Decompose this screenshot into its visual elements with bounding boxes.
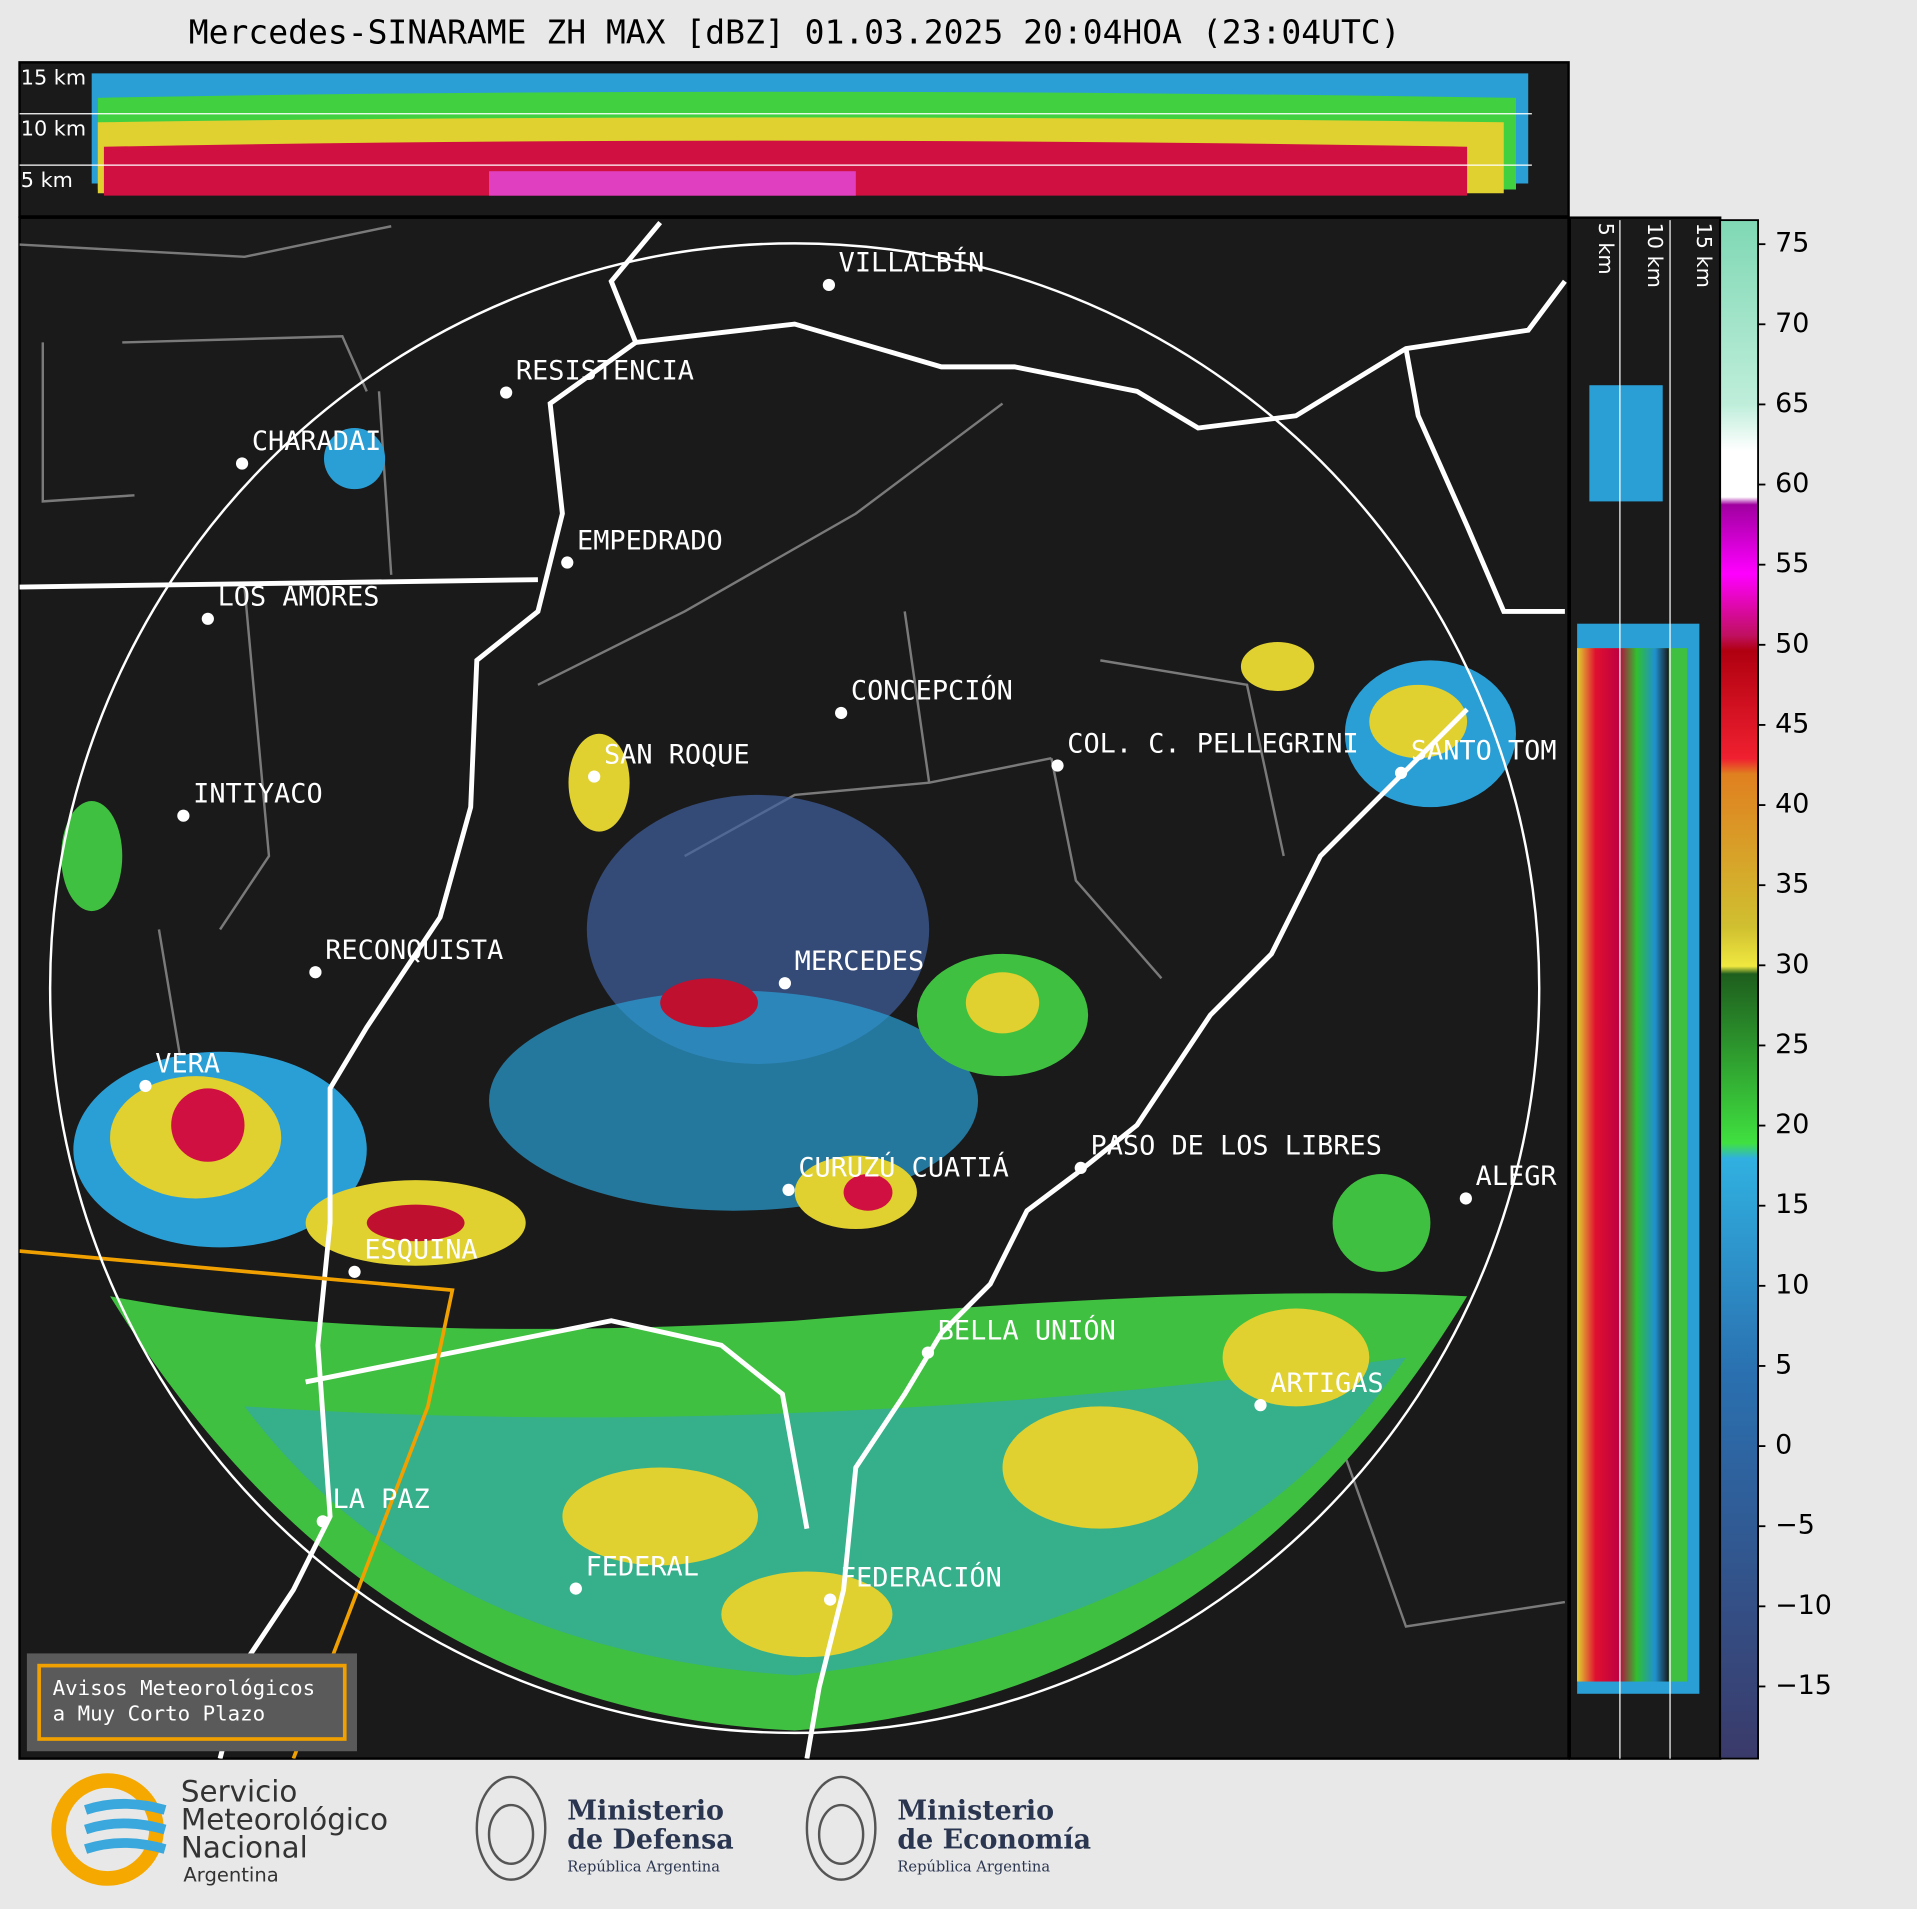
place-label: FEDERAL bbox=[586, 1551, 699, 1582]
colorbar-tick-label: 45 bbox=[1775, 708, 1809, 739]
place-marker bbox=[1459, 1192, 1472, 1205]
colorbar-tick-label: 70 bbox=[1775, 308, 1809, 339]
colorbar-tick-label: 15 bbox=[1775, 1189, 1809, 1220]
place-marker bbox=[235, 457, 249, 470]
radar-echo bbox=[61, 428, 1516, 1731]
colorbar-tick-label: 60 bbox=[1775, 468, 1809, 499]
logo-text: de Economía bbox=[897, 1825, 1091, 1856]
place-marker bbox=[309, 966, 322, 979]
place-marker bbox=[569, 1582, 582, 1595]
colorbar-tick-label: 50 bbox=[1775, 628, 1809, 659]
defensa-emblem bbox=[475, 1775, 547, 1881]
place-marker bbox=[1051, 759, 1064, 772]
place-marker bbox=[921, 1346, 935, 1359]
place-label: SANTO TOM bbox=[1411, 736, 1557, 767]
colorbar-tick-label: 0 bbox=[1775, 1430, 1792, 1461]
place-label: SAN ROQUE bbox=[604, 739, 750, 770]
place-marker bbox=[561, 556, 574, 569]
height-label: 10 km bbox=[21, 117, 86, 141]
place-label: RESISTENCIA bbox=[516, 355, 694, 386]
colorbar-tick-label: −5 bbox=[1775, 1510, 1815, 1541]
economia-emblem bbox=[805, 1775, 877, 1881]
colorbar-tick-label: 5 bbox=[1775, 1349, 1792, 1380]
place-label: EMPEDRADO bbox=[577, 525, 723, 556]
logo-text: República Argentina bbox=[567, 1858, 720, 1875]
colorbar bbox=[1719, 219, 1759, 1760]
colorbar-tick-label: 20 bbox=[1775, 1109, 1809, 1140]
place-marker bbox=[500, 386, 513, 399]
top-profile-echo bbox=[91, 73, 1529, 196]
warning-box bbox=[26, 1653, 357, 1752]
place-marker bbox=[1254, 1399, 1267, 1412]
place-label: CONCEPCIÓN bbox=[851, 675, 1013, 707]
place-marker bbox=[1074, 1161, 1087, 1175]
height-label: 10 km bbox=[1643, 223, 1667, 288]
logo-text: Ministerio bbox=[897, 1795, 1054, 1826]
height-label: 15 km bbox=[1692, 223, 1716, 288]
place-label: INTIYACO bbox=[193, 778, 323, 809]
place-marker bbox=[822, 278, 836, 292]
logo-text: Servicio bbox=[181, 1774, 297, 1808]
colorbar-tick-label: −15 bbox=[1775, 1670, 1832, 1701]
colorbar-tick-label: 40 bbox=[1775, 789, 1809, 820]
logo-text: de Defensa bbox=[567, 1825, 733, 1856]
radar-range-ring bbox=[48, 242, 1541, 1735]
colorbar-tick-label: 55 bbox=[1775, 548, 1809, 579]
place-marker bbox=[782, 1183, 795, 1197]
place-label: CHARADAI bbox=[252, 426, 382, 457]
place-marker bbox=[139, 1079, 152, 1093]
logo-text: Argentina bbox=[183, 1863, 278, 1886]
colorbar-tick-label: −10 bbox=[1775, 1590, 1832, 1621]
logo-text: Ministerio bbox=[567, 1795, 724, 1826]
place-marker bbox=[177, 809, 190, 822]
place-marker bbox=[824, 1593, 837, 1606]
warning-area bbox=[19, 1249, 455, 1759]
place-label: CURUZÚ CUATIÁ bbox=[798, 1152, 1008, 1184]
height-label: 15 km bbox=[21, 65, 86, 89]
logo-text: Nacional bbox=[181, 1831, 308, 1865]
colorbar-tick-label: 75 bbox=[1775, 228, 1809, 259]
colorbar-tick-label: 30 bbox=[1775, 949, 1809, 980]
place-label: COL. C. PELLEGRINI bbox=[1067, 728, 1358, 759]
place-label: ALEGR bbox=[1476, 1161, 1558, 1192]
place-marker bbox=[1394, 766, 1408, 780]
warning-text: Avisos Meteorológicos bbox=[53, 1676, 316, 1700]
place-label: MERCEDES bbox=[795, 946, 925, 977]
place-label: LOS AMORES bbox=[218, 582, 380, 613]
warning-box-frame bbox=[37, 1663, 347, 1741]
title: Mercedes-SINARAME ZH MAX [dBZ] 01.03.202… bbox=[189, 13, 1401, 52]
place-label: VERA bbox=[155, 1049, 220, 1080]
place-marker bbox=[316, 1515, 329, 1528]
place-marker bbox=[835, 706, 848, 720]
place-marker bbox=[348, 1265, 361, 1278]
colorbar-tick-label: 35 bbox=[1775, 869, 1809, 900]
place-label: ESQUINA bbox=[364, 1235, 477, 1266]
warning-text: a Muy Corto Plazo bbox=[53, 1702, 266, 1726]
place-label: BELLA UNIÓN bbox=[938, 1314, 1116, 1346]
place-label: FEDERACIÓN bbox=[840, 1561, 1002, 1593]
place-label: VILLALBÍN bbox=[839, 247, 985, 279]
rivers bbox=[19, 221, 1567, 1759]
colorbar-tick-label: 10 bbox=[1775, 1269, 1809, 1300]
colorbar-tick-label: 65 bbox=[1775, 388, 1809, 419]
colorbar-tick-label: 25 bbox=[1775, 1029, 1809, 1060]
place-marker bbox=[778, 977, 792, 990]
place-label: PASO DE LOS LIBRES bbox=[1091, 1131, 1382, 1162]
logo-text: República Argentina bbox=[897, 1858, 1050, 1875]
place-label: RECONQUISTA bbox=[325, 935, 503, 966]
places: VILLALBÍN RESISTENCIA CHARADAI EMPEDRADO LOS… bbox=[139, 247, 1557, 1606]
side-profile-echo bbox=[1577, 385, 1700, 1694]
place-marker bbox=[588, 770, 601, 783]
place-label: LA PAZ bbox=[333, 1484, 430, 1515]
smn-logo bbox=[51, 1773, 167, 1886]
height-label: 5 km bbox=[1594, 223, 1618, 275]
logo-text: Meteorológico bbox=[181, 1802, 388, 1836]
place-label: ARTIGAS bbox=[1270, 1368, 1383, 1399]
map-layer: VILLALBÍN RESISTENCIA CHARADAI EMPEDRADO LOS… bbox=[19, 221, 1567, 1759]
place-marker bbox=[201, 612, 214, 625]
height-label: 5 km bbox=[21, 168, 73, 192]
